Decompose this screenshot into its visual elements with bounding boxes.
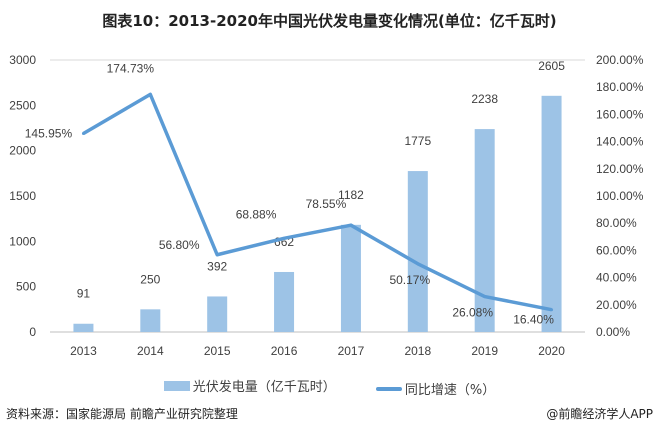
bar	[274, 271, 295, 332]
y-right-tick-label: 100.00%	[596, 189, 644, 203]
x-tick-label: 2014	[137, 344, 164, 358]
line-data-label: 78.55%	[306, 197, 347, 211]
chart-title: 图表10：2013-2020年中国光伏发电量变化情况(单位：亿千瓦时)	[102, 12, 557, 30]
y-right-tick-label: 200.00%	[596, 53, 644, 67]
x-tick-label: 2015	[204, 344, 231, 358]
legend-swatch-bar	[163, 380, 190, 391]
line-point	[148, 92, 152, 96]
legend-item-bar: 光伏发电量（亿千瓦时）	[163, 376, 336, 395]
x-tick-label: 2017	[338, 344, 365, 358]
line-data-label: 68.88%	[236, 207, 277, 221]
y-right-tick-label: 160.00%	[596, 107, 644, 121]
growth-line	[82, 92, 552, 312]
bar-data-label: 91	[77, 287, 91, 301]
y-right-tick-label: 60.00%	[596, 243, 637, 257]
source-note: 资料来源：国家能源局 前瞻产业研究院整理	[6, 407, 238, 421]
line-point	[81, 132, 85, 136]
legend: 光伏发电量（亿千瓦时） 同比增速（%）	[0, 376, 659, 398]
line-data-label: 174.73%	[107, 61, 155, 75]
line-point	[550, 308, 554, 312]
line-point	[282, 236, 286, 240]
line-data-label: 145.95%	[25, 127, 73, 141]
line-data-label: 50.17%	[389, 273, 430, 287]
bar-data-label: 2605	[538, 59, 565, 73]
line-data-label: 16.40%	[513, 313, 554, 327]
y-right-tick-label: 120.00%	[596, 162, 644, 176]
legend-label: 光伏发电量（亿千瓦时）	[192, 380, 336, 395]
bar	[541, 95, 562, 333]
x-tick-label: 2013	[70, 344, 97, 358]
y-left-tick-label: 500	[16, 280, 36, 294]
y-right-tick-label: 80.00%	[596, 216, 637, 230]
bar	[140, 309, 161, 332]
bar	[207, 296, 228, 332]
x-tick-label: 2020	[538, 344, 565, 358]
x-tick-label: 2016	[271, 344, 298, 358]
bar	[340, 224, 361, 332]
y-right-tick-label: 40.00%	[596, 271, 637, 285]
credit: @前瞻经济学人APP	[546, 407, 653, 421]
y-left-tick-label: 3000	[9, 53, 36, 67]
y-right-tick-label: 180.00%	[596, 80, 644, 94]
x-tick-label: 2019	[471, 344, 498, 358]
bar-data-label: 250	[140, 272, 160, 286]
line-data-label: 56.80%	[159, 238, 200, 252]
y-right-tick-label: 20.00%	[596, 298, 637, 312]
y-left-tick-label: 0	[29, 325, 36, 339]
line-point	[349, 223, 353, 227]
line-point	[215, 253, 219, 257]
y-right-tick-label: 140.00%	[596, 135, 644, 149]
y-left-tick-label: 2500	[9, 98, 36, 112]
line-point	[483, 295, 487, 299]
legend-swatch-line	[375, 386, 402, 391]
y-left-tick-label: 1500	[9, 189, 36, 203]
y-left-tick-label: 1000	[9, 234, 36, 248]
bar	[407, 171, 428, 332]
bar-data-label: 1182	[338, 188, 364, 202]
legend-label: 同比增速（%）	[404, 383, 496, 398]
bar	[474, 129, 495, 332]
legend-item-line: 同比增速（%）	[375, 379, 496, 398]
bar-data-label: 1775	[404, 134, 431, 148]
x-tick-label: 2018	[404, 344, 431, 358]
line-data-label: 26.08%	[452, 306, 493, 320]
line-point	[416, 262, 420, 266]
bar-data-label: 2238	[471, 92, 498, 106]
chart-plot: 0 500 1000 1500 2000 2500 3000 0.00% 20.00% 40.00…	[9, 53, 644, 358]
bar-data-label: 392	[207, 259, 227, 273]
bar	[73, 323, 94, 332]
y-left-tick-label: 2000	[9, 144, 36, 158]
y-right-tick-label: 0.00%	[596, 325, 630, 339]
